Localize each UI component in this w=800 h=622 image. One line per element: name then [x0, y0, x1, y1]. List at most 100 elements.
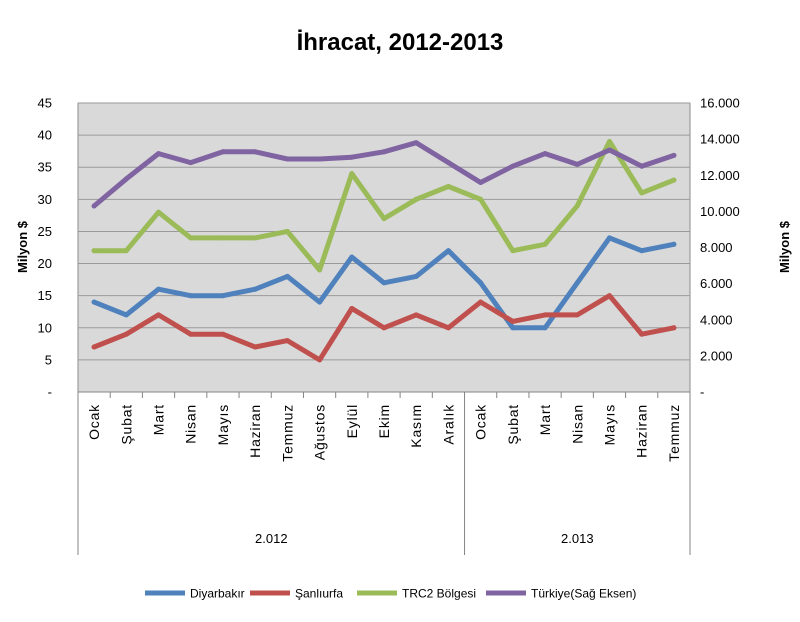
data-point-trc2-bolgesi-17	[639, 190, 645, 196]
data-point-sanliurfa-3	[188, 331, 194, 337]
right-tick-label: 6.000	[700, 276, 733, 291]
category-label-haziran: Haziran	[634, 404, 650, 458]
category-label-kasim: Kasım	[408, 404, 424, 448]
data-point-trc2-bolgesi-11	[445, 184, 451, 189]
category-axis	[78, 391, 690, 398]
left-tick-label: 30	[38, 192, 52, 207]
category-label-ocak: Ocak	[86, 404, 102, 440]
data-point-diyarbakir-2	[156, 286, 161, 292]
left-tick-label: 45	[38, 96, 52, 111]
data-point-trc2-bolgesi-16	[607, 139, 612, 144]
data-point-turkiye-16	[607, 147, 612, 153]
category-label-eylul: Eylül	[344, 404, 360, 438]
data-point-turkiye-1	[123, 176, 129, 182]
series-diyarbakir	[91, 235, 677, 331]
left-tick-label: 40	[38, 128, 52, 143]
category-label-agustos: Ağustos	[312, 404, 328, 460]
year-group-label: 2.013	[561, 531, 594, 546]
right-tick-label: 4.000	[700, 312, 733, 327]
data-point-sanliurfa-17	[639, 331, 645, 337]
series-trc2-bolgesi	[91, 139, 677, 273]
category-label-temmuz: Temmuz	[279, 404, 295, 462]
right-tick-label: 16.000	[700, 96, 740, 111]
data-point-turkiye-5	[252, 149, 258, 155]
data-point-trc2-bolgesi-12	[478, 196, 484, 202]
data-point-diyarbakir-13	[510, 325, 516, 331]
left-tick-label: 5	[45, 352, 52, 367]
data-point-sanliurfa-1	[123, 331, 129, 337]
data-point-turkiye-6	[284, 156, 290, 162]
chart-title: İhracat, 2012-2013	[297, 29, 504, 56]
left-tick-label: 20	[38, 256, 52, 271]
legend-item-diyarbakir: Diyarbakır	[145, 587, 245, 601]
data-point-sanliurfa-15	[574, 312, 580, 318]
category-label-temmuz: Temmuz	[666, 404, 682, 462]
data-point-diyarbakir-16	[607, 235, 612, 241]
right-tick-label: 12.000	[700, 168, 740, 183]
data-point-turkiye-4	[220, 149, 226, 155]
year-groups: 2.012 2.013	[77, 392, 691, 555]
data-point-trc2-bolgesi-1	[123, 248, 129, 254]
data-point-sanliurfa-14	[542, 312, 548, 318]
right-tick-label: 10.000	[700, 204, 740, 219]
data-point-turkiye-15	[574, 161, 580, 167]
legend-item-trc2-bolgesi: TRC2 Bölgesi	[357, 587, 476, 601]
category-label-mart: Mart	[537, 404, 553, 435]
category-label-subat: Şubat	[505, 404, 521, 445]
category-label-mayis: Mayıs	[602, 404, 618, 445]
data-point-sanliurfa-8	[349, 306, 355, 311]
data-point-diyarbakir-1	[123, 312, 129, 318]
data-point-diyarbakir-12	[478, 280, 484, 286]
data-point-turkiye-8	[349, 154, 355, 160]
category-label-nisan: Nisan	[569, 404, 585, 444]
right-axis-tick-labels: - 2.000 4.000 6.000 8.000 10.000 12.000 14.000 1…	[700, 96, 740, 400]
category-label-subat: Şubat	[118, 404, 134, 445]
right-tick-label: 2.000	[700, 348, 733, 363]
data-point-diyarbakir-11	[445, 248, 451, 254]
data-point-diyarbakir-10	[413, 273, 419, 279]
left-tick-label: -	[48, 385, 52, 400]
data-point-trc2-bolgesi-3	[188, 235, 194, 241]
legend-label-trc2-bolgesi: TRC2 Bölgesi	[402, 587, 476, 601]
category-label-ekim: Ekim	[376, 404, 392, 438]
legend-label-turkiye: Türkiye(Sağ Eksen)	[531, 587, 636, 601]
data-point-trc2-bolgesi-10	[413, 196, 419, 202]
data-point-sanliurfa-13	[510, 318, 516, 324]
data-point-diyarbakir-6	[284, 273, 290, 279]
plot-area	[77, 102, 691, 393]
legend-label-diyarbakir: Diyarbakır	[190, 587, 245, 601]
data-point-trc2-bolgesi-13	[510, 248, 516, 254]
data-point-trc2-bolgesi-7	[317, 267, 323, 273]
series-turkiye	[91, 140, 677, 209]
left-tick-label: 25	[38, 224, 52, 239]
right-tick-label: -	[700, 385, 704, 400]
data-point-sanliurfa-9	[381, 325, 387, 331]
data-point-sanliurfa-18	[671, 325, 677, 331]
left-tick-label: 35	[38, 160, 52, 175]
data-point-turkiye-2	[156, 151, 161, 157]
legend-label-sanliurfa: Şanlıurfa	[295, 587, 343, 601]
data-point-sanliurfa-12	[478, 299, 484, 305]
data-point-trc2-bolgesi-0	[91, 248, 97, 254]
series-lines	[91, 139, 677, 363]
right-tick-label: 8.000	[700, 240, 733, 255]
category-label-nisan: Nisan	[183, 404, 199, 444]
data-point-turkiye-9	[381, 149, 387, 155]
left-tick-label: 10	[38, 320, 52, 335]
data-point-turkiye-10	[413, 140, 419, 146]
data-point-sanliurfa-10	[413, 312, 419, 318]
data-point-sanliurfa-2	[156, 312, 161, 318]
category-label-mayis: Mayıs	[215, 404, 231, 445]
data-point-trc2-bolgesi-18	[671, 177, 677, 183]
data-point-diyarbakir-5	[252, 286, 258, 292]
left-tick-label: 15	[38, 288, 52, 303]
left-axis-title: Milyon $	[15, 220, 30, 273]
data-point-trc2-bolgesi-14	[542, 241, 548, 247]
data-point-diyarbakir-3	[188, 293, 194, 299]
data-point-diyarbakir-18	[671, 241, 677, 247]
data-point-sanliurfa-4	[220, 331, 226, 337]
data-point-turkiye-0	[91, 203, 97, 209]
data-point-sanliurfa-7	[317, 357, 323, 363]
data-point-turkiye-13	[510, 163, 516, 169]
